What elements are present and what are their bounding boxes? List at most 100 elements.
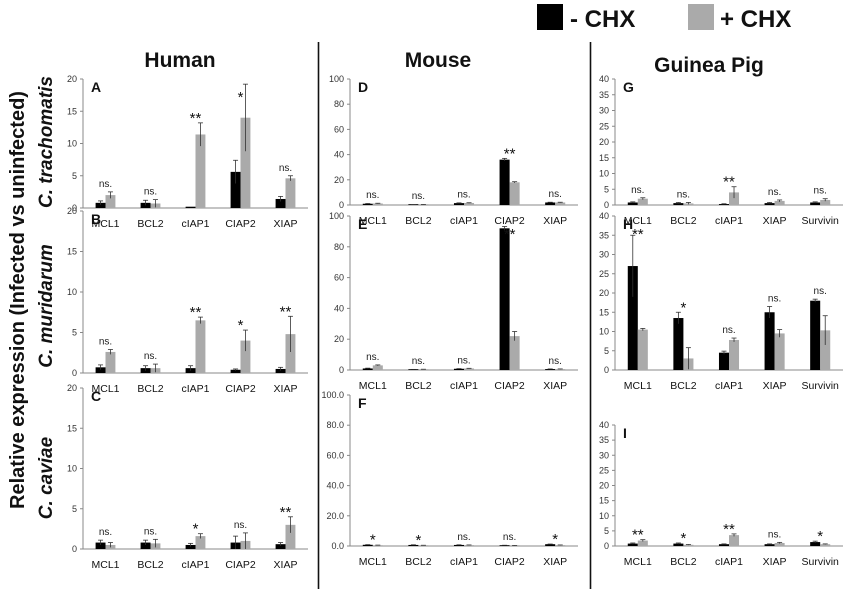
- row-label-muridarum: C. muridarum: [36, 244, 57, 368]
- category-label: XIAP: [763, 556, 787, 568]
- y-tick-label: 0.0: [331, 541, 344, 551]
- column-title-mouse: Mouse: [405, 49, 472, 72]
- y-tick-label: 20.0: [326, 511, 344, 521]
- bar-plus-chx: [240, 117, 251, 208]
- panel-d: 0 20 40 60 80 100 D MCL1 ns. BCL2 ns. cIAP1 ns. CIAP2…: [329, 74, 578, 227]
- significance-label: ns.: [677, 189, 690, 200]
- y-tick-label: 60: [334, 124, 344, 134]
- y-tick-label: 5: [72, 504, 77, 514]
- bar-plus-chx: [240, 340, 251, 373]
- bar-plus-chx: [372, 203, 383, 205]
- significance-label: ns.: [768, 529, 781, 540]
- significance-label: ns.: [457, 355, 470, 366]
- row-label-caviae: C. caviae: [36, 436, 57, 519]
- bar-plus-chx: [372, 365, 383, 370]
- bar-minus-chx: [810, 300, 821, 370]
- y-tick-label: 30: [599, 106, 609, 116]
- significance-label: ns.: [814, 286, 827, 297]
- significance-label: ns.: [99, 179, 112, 190]
- category-label: cIAP1: [450, 215, 478, 227]
- y-tick-label: 20: [599, 288, 609, 298]
- category-label: BCL2: [405, 380, 431, 392]
- significance-label: **: [504, 226, 516, 243]
- y-tick-label: 40.0: [326, 481, 344, 491]
- y-tick-label: 25: [599, 269, 609, 279]
- panel-label: G: [623, 79, 634, 95]
- panel-f: 0.0 20.0 40.0 60.0 80.0 100.0 F MCL1 * BCL2 * cIAP1…: [321, 390, 578, 568]
- category-label: BCL2: [137, 218, 163, 230]
- y-tick-label: 40: [599, 211, 609, 221]
- bar-minus-chx: [810, 542, 821, 546]
- significance-label: ns.: [144, 187, 157, 198]
- y-tick-label: 40: [599, 420, 609, 430]
- panel-label: D: [358, 79, 368, 95]
- significance-label: ns.: [412, 356, 425, 367]
- category-label: XIAP: [543, 556, 567, 568]
- bar-plus-chx: [729, 339, 740, 370]
- bar-minus-chx: [408, 544, 419, 546]
- y-tick-label: 0: [72, 203, 77, 213]
- bar-minus-chx: [185, 206, 196, 208]
- category-label: XIAP: [274, 383, 298, 395]
- category-label: MCL1: [91, 218, 119, 230]
- bar-minus-chx: [362, 368, 373, 370]
- category-label: CIAP2: [225, 383, 256, 395]
- bar-minus-chx: [627, 266, 638, 370]
- y-tick-label: 10: [599, 511, 609, 521]
- category-label: XIAP: [274, 559, 298, 571]
- bar-plus-chx: [464, 202, 475, 205]
- bar-minus-chx: [275, 368, 286, 373]
- y-tick-label: 20: [67, 206, 77, 216]
- category-label: cIAP1: [450, 380, 478, 392]
- significance-label: ns.: [457, 532, 470, 543]
- y-tick-label: 5: [604, 346, 609, 356]
- bar-plus-chx: [729, 535, 740, 546]
- category-label: BCL2: [670, 556, 696, 568]
- significance-label: *: [193, 521, 199, 538]
- bar-plus-chx: [509, 336, 520, 370]
- y-tick-label: 10: [67, 139, 77, 149]
- bar-plus-chx: [683, 544, 694, 546]
- bar-plus-chx: [195, 320, 206, 373]
- y-tick-label: 10: [67, 287, 77, 297]
- y-tick-label: 10: [599, 169, 609, 179]
- bar-plus-chx: [285, 178, 296, 208]
- legend-swatch-plus-chx: [688, 4, 714, 30]
- significance-label: ns.: [503, 532, 516, 543]
- significance-label: ns.: [366, 352, 379, 363]
- bar-minus-chx: [673, 318, 684, 370]
- category-label: cIAP1: [181, 559, 209, 571]
- significance-label: **: [504, 145, 516, 162]
- bar-minus-chx: [718, 544, 729, 546]
- bar-plus-chx: [195, 536, 206, 549]
- significance-label: **: [632, 226, 644, 243]
- legend-label-plus-chx: + CHX: [720, 6, 791, 33]
- significance-label: **: [190, 110, 202, 127]
- category-label: CIAP2: [225, 218, 256, 230]
- y-tick-label: 35: [599, 230, 609, 240]
- category-label: Survivin: [802, 380, 840, 392]
- category-label: MCL1: [359, 215, 387, 227]
- y-tick-label: 80: [334, 242, 344, 252]
- bar-minus-chx: [453, 203, 464, 205]
- y-tick-label: 0: [72, 544, 77, 554]
- significance-label: ns.: [549, 189, 562, 200]
- significance-label: *: [817, 528, 823, 545]
- y-tick-label: 15: [67, 106, 77, 116]
- panel-label: H: [623, 216, 633, 232]
- significance-label: **: [632, 527, 644, 544]
- panel-g: 0 5 10 15 20 25 30 35 40 G MCL1 ns. BCL2 ns. cIAP1 ** XI…: [599, 74, 843, 227]
- panel-label: F: [358, 395, 367, 411]
- column-title-guinea-pig: Guinea Pig: [654, 54, 764, 77]
- y-tick-label: 15: [67, 423, 77, 433]
- significance-label: ns.: [234, 520, 247, 531]
- significance-label: ns.: [412, 191, 425, 202]
- category-label: BCL2: [670, 215, 696, 227]
- category-label: MCL1: [624, 380, 652, 392]
- category-label: BCL2: [405, 215, 431, 227]
- y-tick-label: 100: [329, 211, 344, 221]
- panel-a: 0 5 10 15 20 A MCL1 ns. BCL2 ns. cIAP1 ** CIAP2 * XIAP…: [67, 74, 308, 230]
